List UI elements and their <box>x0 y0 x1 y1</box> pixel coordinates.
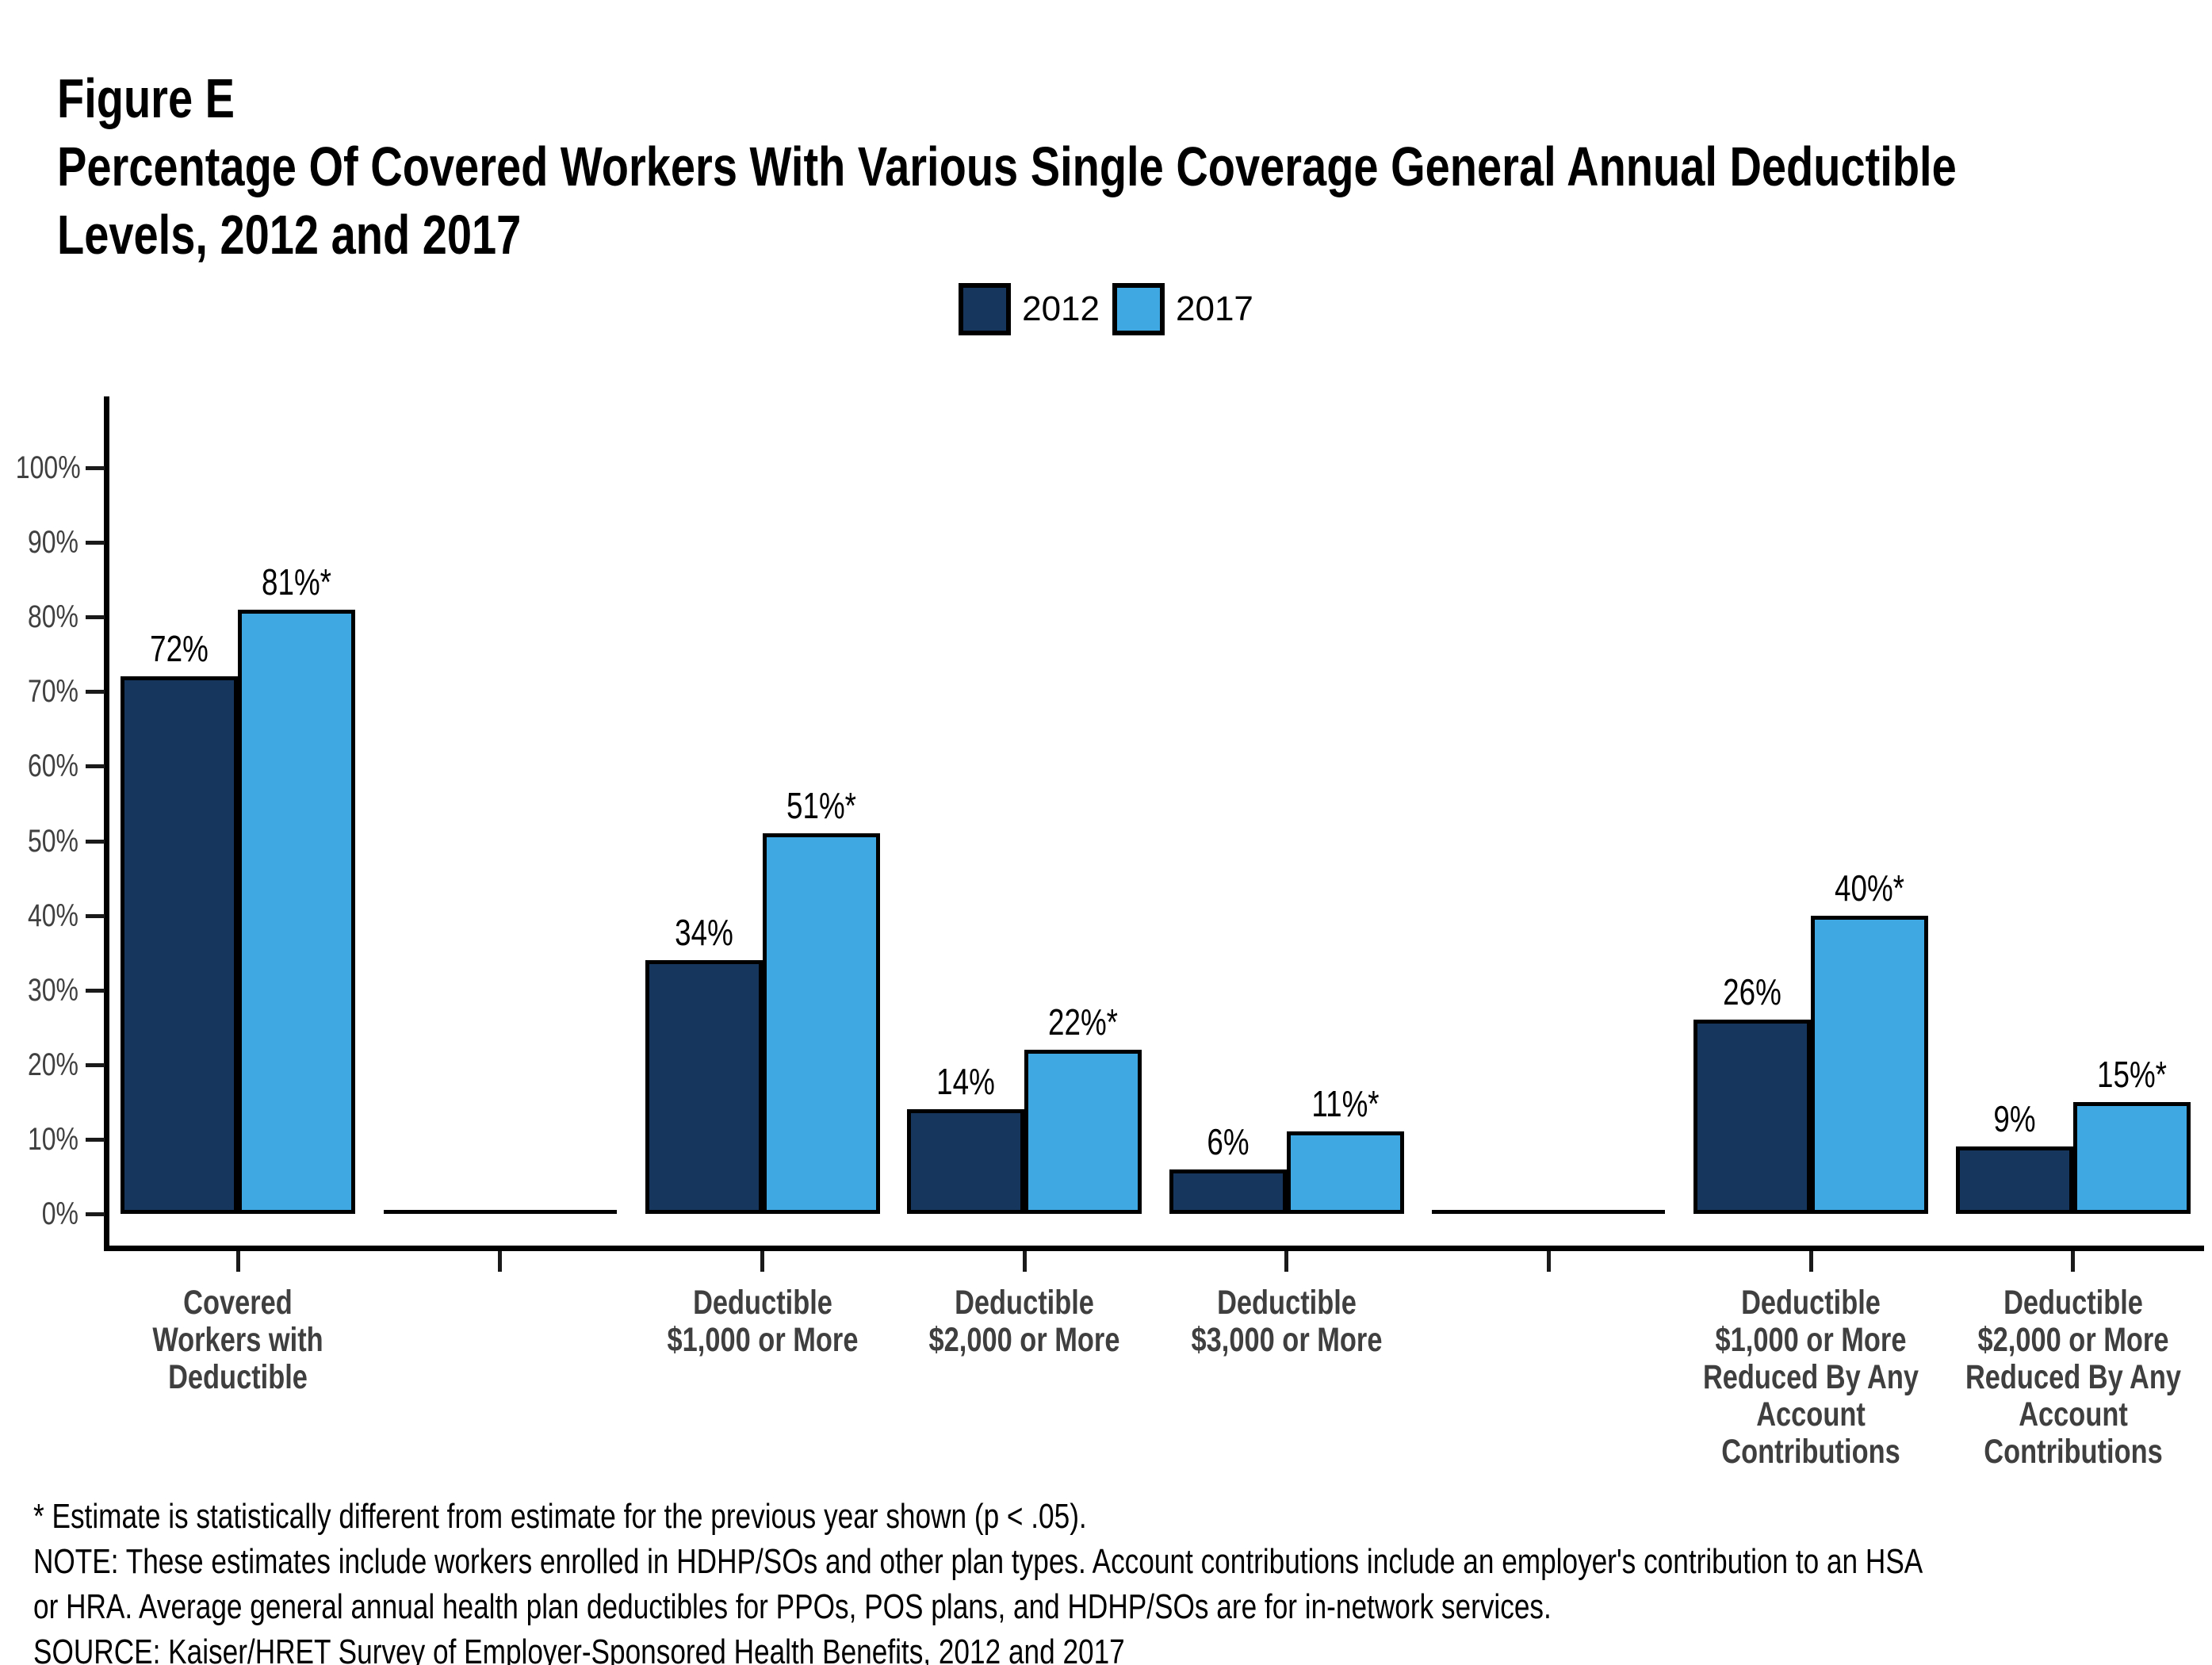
category-label-3: Deductible $2,000 or More <box>928 1284 1120 1359</box>
x-axis-tick <box>1808 1251 1813 1272</box>
x-axis-tick <box>760 1251 765 1272</box>
x-axis-tick <box>1284 1251 1289 1272</box>
bar-2017-7 <box>2072 1101 2191 1214</box>
bar-value-label-2012-3: 14% <box>936 1061 996 1103</box>
bar-value-label-2017-6: 40%* <box>1835 867 1905 909</box>
bar-2017-0 <box>238 609 356 1214</box>
y-axis-tick <box>86 988 105 993</box>
chart-legend: 2012 2017 <box>0 282 2212 336</box>
figure-label: Figure E <box>57 67 235 129</box>
legend-swatch-2012 <box>959 283 1012 335</box>
footnote-source: SOURCE: Kaiser/HRET Survey of Employer-S… <box>33 1632 1125 1665</box>
y-axis-tick-label: 10% <box>27 1121 78 1157</box>
empty-category-zero-line <box>383 1210 617 1214</box>
empty-category-zero-line <box>1432 1210 1666 1214</box>
bar-2012-2 <box>645 960 763 1214</box>
footnote-note-line-1: NOTE: These estimates include workers en… <box>33 1542 1923 1581</box>
y-axis-tick <box>86 466 105 470</box>
y-axis-line <box>104 396 109 1251</box>
legend-item-2012: 2012 <box>959 283 1100 335</box>
y-axis-tick-label: 50% <box>27 823 78 859</box>
footnote-asterisk: * Estimate is statistically different fr… <box>33 1497 1087 1536</box>
bar-2017-6 <box>1811 915 1929 1214</box>
y-axis-tick <box>86 1137 105 1142</box>
y-axis-tick-label: 60% <box>27 748 78 784</box>
chart-title-line-1: Percentage Of Covered Workers With Vario… <box>57 136 1957 197</box>
category-label-2: Deductible $1,000 or More <box>667 1284 859 1359</box>
x-axis-tick <box>2071 1251 2076 1272</box>
bar-value-label-2017-4: 11%* <box>1311 1083 1380 1125</box>
y-axis-tick-label: 100% <box>15 450 81 485</box>
y-axis-tick-label: 20% <box>27 1047 78 1082</box>
y-axis-tick-label: 80% <box>27 599 78 635</box>
y-axis-tick-label: 30% <box>27 972 78 1008</box>
y-axis-tick-label: 90% <box>27 525 78 561</box>
y-axis-tick <box>86 839 105 844</box>
bar-value-label-2017-7: 15%* <box>2096 1053 2167 1095</box>
category-label-4: Deductible $3,000 or More <box>1191 1284 1383 1359</box>
bar-2017-4 <box>1286 1131 1404 1214</box>
legend-swatch-2017 <box>1112 283 1165 335</box>
y-axis-tick <box>86 690 105 695</box>
category-label-6: Deductible $1,000 or More Reduced By Any… <box>1703 1284 1919 1471</box>
bar-value-label-2017-2: 51%* <box>786 785 856 827</box>
bar-2012-0 <box>121 676 239 1214</box>
bar-2012-3 <box>907 1109 1025 1214</box>
footnote-note-line-2: or HRA. Average general annual health pl… <box>33 1587 1552 1626</box>
bar-value-label-2017-3: 22%* <box>1048 1001 1119 1043</box>
bar-value-label-2012-2: 34% <box>674 912 733 954</box>
bar-2012-7 <box>1955 1146 2073 1214</box>
bar-2017-2 <box>762 833 880 1214</box>
y-axis-tick <box>86 1062 105 1067</box>
category-label-7: Deductible $2,000 or More Reduced By Any… <box>1965 1284 2181 1471</box>
y-axis-tick <box>86 1212 105 1216</box>
y-axis-tick-label: 0% <box>41 1196 78 1231</box>
bar-2017-3 <box>1024 1049 1142 1214</box>
y-axis-tick-label: 70% <box>27 674 78 710</box>
category-label-0: Covered Workers with Deductible <box>152 1284 323 1396</box>
legend-label-2017: 2017 <box>1176 289 1253 328</box>
chart-title-line-2: Levels, 2012 and 2017 <box>57 204 522 266</box>
x-axis-tick <box>1022 1251 1027 1272</box>
legend-label-2012: 2012 <box>1022 289 1100 328</box>
bar-2012-6 <box>1693 1020 1812 1214</box>
y-axis-tick <box>86 615 105 620</box>
x-axis-tick <box>235 1251 240 1272</box>
y-axis-tick <box>86 913 105 918</box>
y-axis-tick <box>86 541 105 545</box>
x-axis-tick <box>1546 1251 1551 1272</box>
x-axis-tick <box>498 1251 503 1272</box>
bar-2012-4 <box>1169 1169 1287 1214</box>
bar-value-label-2012-0: 72% <box>150 628 209 670</box>
bar-value-label-2012-4: 6% <box>1207 1120 1250 1162</box>
y-axis-tick-label: 40% <box>27 898 78 933</box>
legend-item-2017: 2017 <box>1112 283 1253 335</box>
y-axis-tick <box>86 764 105 769</box>
x-axis-line <box>104 1246 2204 1251</box>
bar-value-label-2012-6: 26% <box>1723 971 1781 1013</box>
bar-value-label-2017-0: 81%* <box>262 561 332 603</box>
bar-value-label-2012-7: 9% <box>1993 1098 2036 1140</box>
